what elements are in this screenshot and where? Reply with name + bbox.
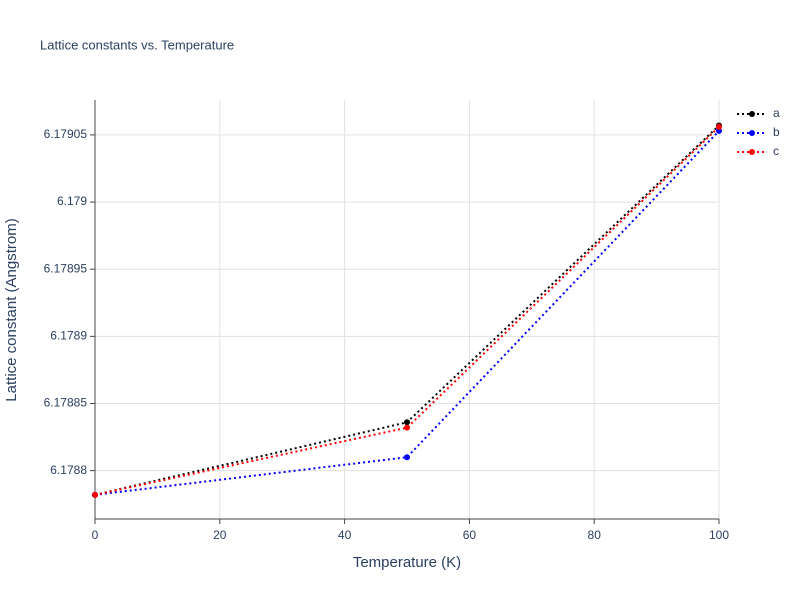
x-tick-label: 100 bbox=[709, 528, 729, 542]
y-tick-label: 6.17905 bbox=[44, 127, 88, 141]
legend-marker bbox=[749, 149, 755, 155]
series-line bbox=[94, 124, 720, 496]
y-tick-label: 6.17885 bbox=[44, 396, 88, 410]
x-tick-label: 40 bbox=[338, 528, 352, 542]
x-tick-label: 0 bbox=[92, 528, 99, 542]
data-point bbox=[404, 454, 410, 461]
legend-label: b bbox=[773, 125, 780, 139]
y-tick-label: 6.1788 bbox=[50, 463, 87, 477]
y-axis-title: Lattice constant (Angstrom) bbox=[3, 218, 20, 401]
x-axis-title: Temperature (K) bbox=[353, 554, 461, 571]
x-tick-label: 20 bbox=[213, 528, 227, 542]
y-tick-label: 6.179 bbox=[57, 194, 87, 208]
data-point bbox=[404, 419, 410, 426]
series-line bbox=[94, 130, 720, 496]
chart-title: Lattice constants vs. Temperature bbox=[40, 37, 234, 52]
y-tick-label: 6.17895 bbox=[44, 261, 88, 275]
legend-label: a bbox=[773, 106, 780, 120]
x-tick-label: 60 bbox=[463, 528, 477, 542]
y-tick-label: 6.1789 bbox=[50, 329, 87, 343]
data-point bbox=[404, 424, 410, 431]
series-line bbox=[94, 126, 720, 496]
legend-marker bbox=[749, 130, 755, 136]
data-point bbox=[716, 123, 722, 130]
data-point bbox=[92, 491, 98, 498]
x-tick-label: 80 bbox=[588, 528, 602, 542]
legend-label: c bbox=[773, 144, 779, 158]
legend-marker bbox=[749, 111, 755, 117]
